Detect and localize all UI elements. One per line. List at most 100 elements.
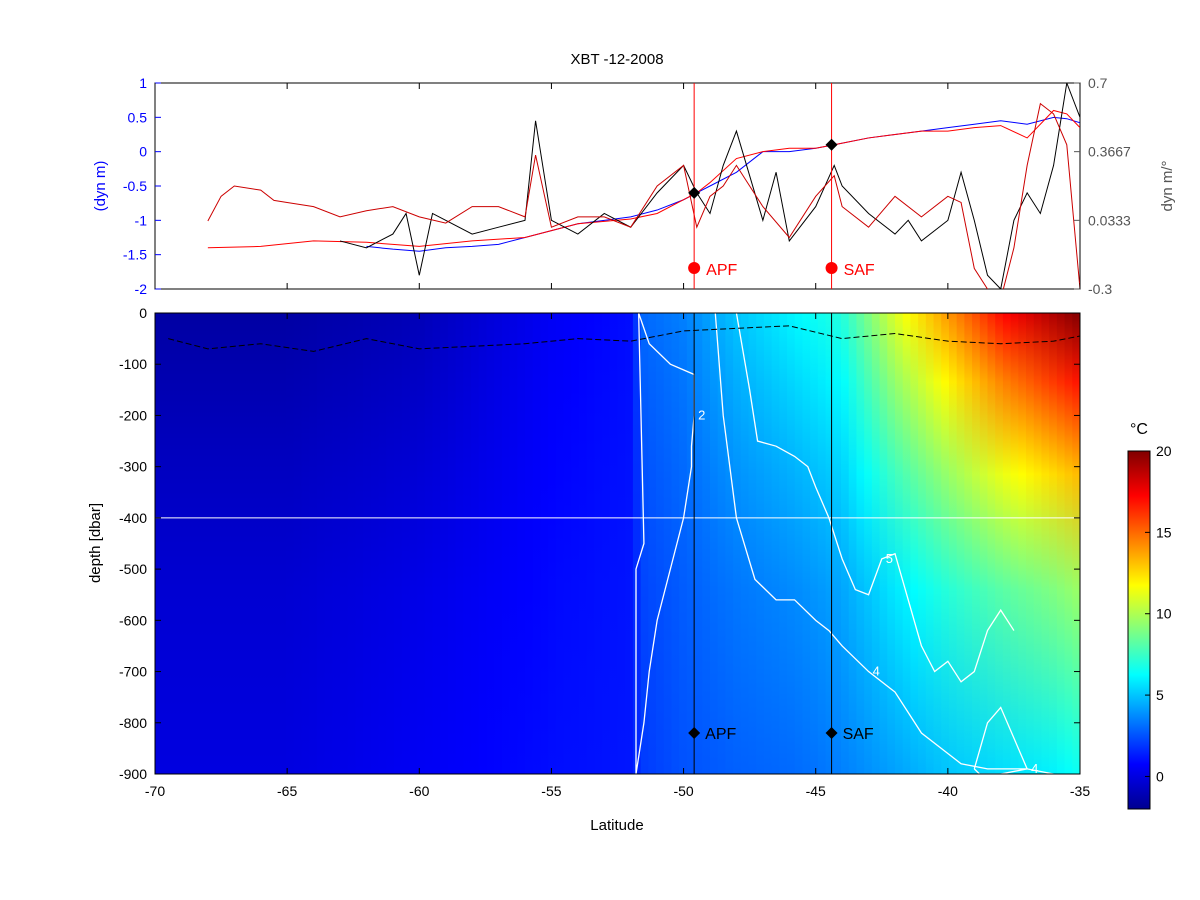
heatmap-column <box>1002 313 1012 774</box>
colorbar-tick-label: 0 <box>1156 768 1164 784</box>
heatmap-column <box>216 313 225 774</box>
heatmap-column <box>995 313 1004 774</box>
heatmap-column <box>802 313 811 774</box>
x-tick-label: -55 <box>541 783 561 799</box>
y-tick-label: -800 <box>119 715 147 731</box>
front-label: APF <box>705 726 736 743</box>
heatmap-column <box>848 313 858 774</box>
heatmap-column <box>1033 313 1043 774</box>
x-tick-label: -35 <box>1070 783 1090 799</box>
heatmap-column <box>1072 313 1080 774</box>
heatmap-column <box>363 313 372 774</box>
heatmap-column <box>702 313 711 774</box>
chart-title: XBT -12-2008 <box>570 51 663 68</box>
y-tick-label: -400 <box>119 510 147 526</box>
heatmap-column <box>409 313 418 774</box>
heatmap-column <box>740 313 750 774</box>
heatmap-column <box>571 313 580 774</box>
top-series-line <box>339 83 1080 289</box>
heatmap-column <box>540 313 549 774</box>
heatmap-column <box>332 313 341 774</box>
heatmap-column <box>586 313 595 774</box>
heatmap-column <box>663 313 673 774</box>
heatmap-column <box>208 313 218 774</box>
heatmap-column <box>393 313 403 774</box>
top-right-axis-label: dyn m/° <box>1159 160 1176 211</box>
x-tick-label: -40 <box>938 783 958 799</box>
front-marker-dot <box>825 262 838 274</box>
series-marker-diamond <box>825 138 838 151</box>
heatmap-column <box>432 313 441 774</box>
heatmap-column <box>763 313 773 774</box>
x-tick-label: -70 <box>145 783 165 799</box>
bottom-plot-frame <box>154 312 1081 775</box>
isotherm-label: 5 <box>886 551 893 566</box>
heatmap-column <box>193 313 202 774</box>
top-plot-frame <box>154 82 1081 290</box>
left-y-tick-label: -0.5 <box>123 178 147 194</box>
top-series-layer <box>207 83 1080 289</box>
colorbar-tick-label: 10 <box>1156 606 1172 622</box>
heatmap-column <box>155 313 164 774</box>
top-series-line <box>366 116 1080 252</box>
series-marker-diamond <box>688 186 701 199</box>
heatmap-column <box>656 313 665 774</box>
heatmap-column <box>417 313 426 774</box>
heatmap-column <box>340 313 349 774</box>
heatmap-column <box>309 313 318 774</box>
y-axis-label: depth [dbar] <box>87 503 104 583</box>
heatmap-column <box>817 313 827 774</box>
heatmap-column <box>987 313 996 774</box>
heatmap-column <box>370 313 380 774</box>
heatmap-column <box>771 313 780 774</box>
left-y-tick-label: -1 <box>135 212 148 228</box>
heatmap-column <box>694 313 703 774</box>
isotherm-line <box>973 706 1029 774</box>
isotherm-line <box>735 313 1015 683</box>
bottom-axes-layer: -70 -65 -60 -55 -50 -45 -40 -35 0 -100 -200 -300 -40… <box>119 305 1090 799</box>
right-y-tick-label: 0.0333 <box>1088 212 1131 228</box>
mixed-layer-depth-line <box>168 325 1080 352</box>
heatmap-column <box>841 313 850 774</box>
heatmap-column <box>1049 313 1058 774</box>
heatmap-column <box>1041 313 1050 774</box>
heatmap-column <box>509 313 518 774</box>
heatmap-column <box>525 313 534 774</box>
heatmap-column <box>1026 313 1035 774</box>
heatmap-column <box>879 313 888 774</box>
dynamic-height-panel: APF SAF 1 0.5 0 -0.5 -1 -1.5 -2 0.7 0.3667 0.0333 -… <box>92 75 1176 297</box>
heatmap-column <box>609 313 619 774</box>
heatmap-column <box>247 313 256 774</box>
x-axis-label: Latitude <box>590 817 643 834</box>
y-tick-label: -300 <box>119 459 147 475</box>
top-series-line <box>207 109 1080 249</box>
heatmap-column <box>301 313 310 774</box>
y-tick-label: -600 <box>119 612 147 628</box>
heatmap-column <box>895 313 904 774</box>
heatmap-column <box>648 313 657 774</box>
heatmap-column <box>640 313 649 774</box>
heatmap-column <box>517 313 526 774</box>
top-series-line <box>207 102 1080 289</box>
colorbar-tick-label: 5 <box>1156 687 1164 703</box>
heatmap-column <box>555 313 565 774</box>
y-tick-label: -900 <box>119 766 147 782</box>
heatmap-column <box>871 313 881 774</box>
heatmap-column <box>347 313 357 774</box>
heatmap-column <box>948 313 958 774</box>
x-tick-label: -65 <box>277 783 297 799</box>
x-tick-label: -60 <box>409 783 429 799</box>
heatmap-column <box>478 313 488 774</box>
heatmap-column <box>787 313 796 774</box>
heatmap-column <box>686 313 696 774</box>
isotherm-label: 4 <box>1031 761 1038 776</box>
heatmap-column <box>956 313 965 774</box>
heatmap-column <box>794 313 804 774</box>
heatmap-column <box>717 313 727 774</box>
heatmap-column <box>602 313 611 774</box>
colorbar-tick-label: 15 <box>1156 524 1172 540</box>
heatmap-column <box>316 313 326 774</box>
heatmap-column <box>887 313 896 774</box>
heatmap-column <box>471 313 480 774</box>
